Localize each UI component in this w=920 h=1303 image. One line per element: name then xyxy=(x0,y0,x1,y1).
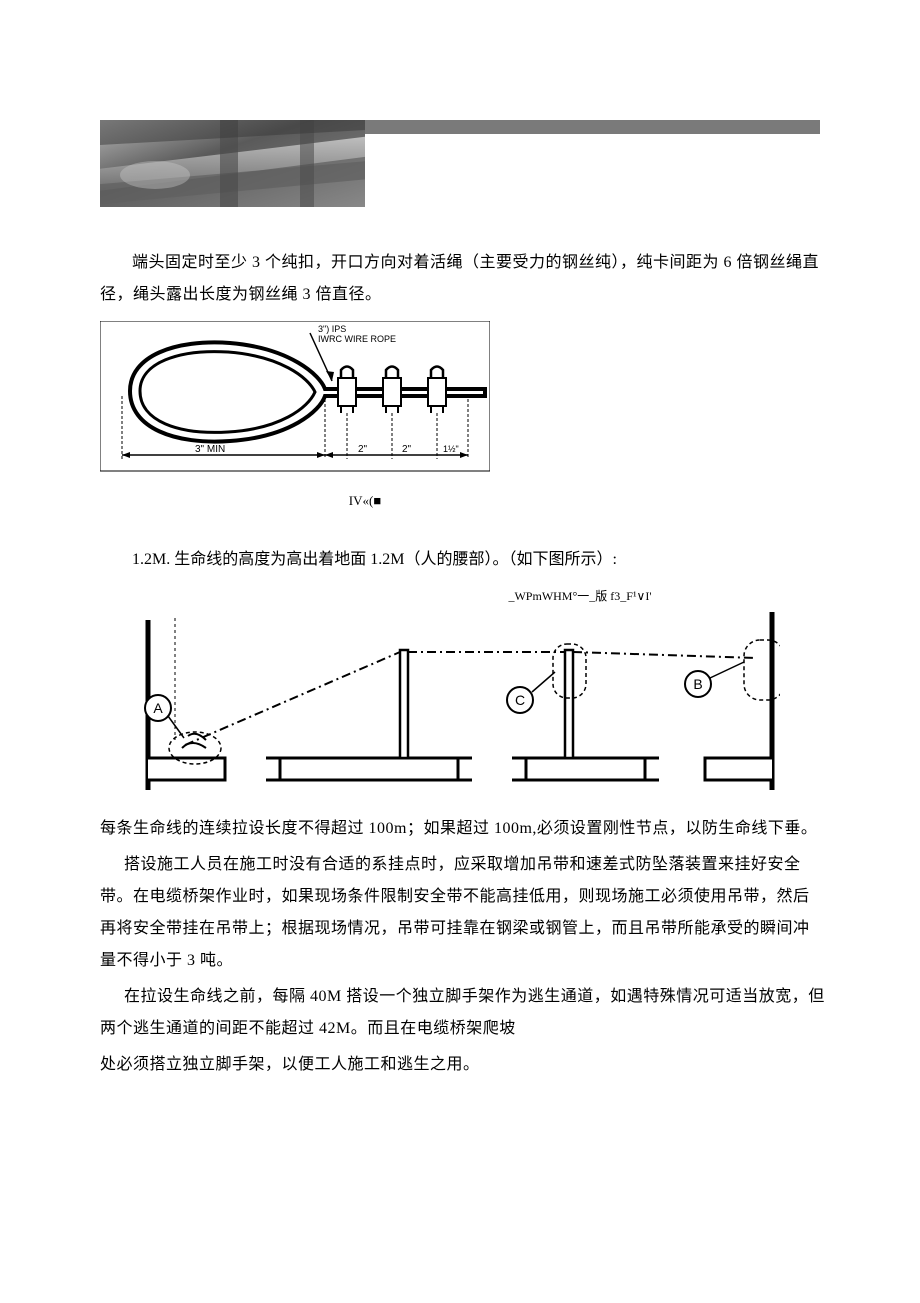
section-1-2: 1.2M. 生命线的高度为高出着地面 1.2M（人的腰部）。（如下图所示）: xyxy=(100,544,825,576)
loop-label-top: 3") IPS xyxy=(318,324,346,334)
lifeline-superscript: _WPmWHM°一_版 f3_F¹∨I' xyxy=(140,584,780,608)
svg-text:B: B xyxy=(693,676,702,692)
clip-2 xyxy=(383,367,401,414)
industrial-photo xyxy=(100,120,365,207)
text: 在拉设生命线之前，每隔 40M 搭设一个独立脚手架作为逃生通道，如遇特殊情况可适… xyxy=(100,988,825,1037)
clip-1 xyxy=(338,367,356,414)
text: 端头固定时至少 3 个纯扣，开口方向对着活绳（主要受力的钢丝纯），纯卡间距为 6… xyxy=(100,254,819,303)
paragraph-clip-desc: 端头固定时至少 3 个纯扣，开口方向对着活绳（主要受力的钢丝纯），纯卡间距为 6… xyxy=(100,247,825,311)
wire-loop-diagram: 3") IPS IWRC WIRE ROPE xyxy=(100,321,490,476)
dim-left: 3" MIN xyxy=(195,444,225,455)
stanchion-1 xyxy=(400,650,408,758)
paragraph-escape: 在拉设生命线之前，每隔 40M 搭设一个独立脚手架作为逃生通道，如遇特殊情况可适… xyxy=(100,981,825,1045)
figure-wire-loop: 3") IPS IWRC WIRE ROPE xyxy=(100,321,490,514)
tick-1: 2" xyxy=(358,444,368,455)
beam-4 xyxy=(705,758,772,780)
svg-text:A: A xyxy=(153,700,163,716)
paragraph-max-length: 每条生命线的连续拉设长度不得超过 100m；如果超过 100m,必须设置刚性节点… xyxy=(100,813,825,845)
label-a: A xyxy=(145,695,184,738)
text: 1.2M. 生命线的高度为高出着地面 1.2M（人的腰部）。（如下图所示）: xyxy=(132,551,617,568)
paragraph-escape-cont: 处必须搭立独立脚手架，以便工人施工和逃生之用。 xyxy=(100,1049,825,1081)
stanchion-2 xyxy=(565,650,573,758)
text: 处必须搭立独立脚手架，以便工人施工和逃生之用。 xyxy=(100,1056,480,1073)
tick-2: 2" xyxy=(402,444,412,455)
figure-lifeline: _WPmWHM°一_版 f3_F¹∨I' xyxy=(140,584,780,807)
lifeline-diagram: A C B xyxy=(140,610,780,795)
beam-2 xyxy=(266,758,472,780)
label-c: C xyxy=(507,672,555,713)
beam-1 xyxy=(148,758,225,780)
beam-3 xyxy=(512,758,659,780)
paragraph-hang-point: 搭设施工人员在施工时没有合适的系挂点时，应采取增加吊带和速差式防坠落装置来挂好安… xyxy=(100,849,825,977)
label-b: B xyxy=(685,662,744,697)
loop-label-top2: IWRC WIRE ROPE xyxy=(318,334,396,344)
gray-bar xyxy=(365,120,820,134)
tick-3: 1½" xyxy=(443,444,459,454)
clip-3 xyxy=(428,367,446,414)
loop-caption: IV«(■ xyxy=(100,488,490,514)
svg-text:C: C xyxy=(515,692,525,708)
photo-thumbnail xyxy=(100,120,365,207)
text: 搭设施工人员在施工时没有合适的系挂点时，应采取增加吊带和速差式防坠落装置来挂好安… xyxy=(100,856,810,969)
text: 每条生命线的连续拉设长度不得超过 100m；如果超过 100m,必须设置刚性节点… xyxy=(100,820,817,837)
detail-b-outline xyxy=(744,640,780,700)
